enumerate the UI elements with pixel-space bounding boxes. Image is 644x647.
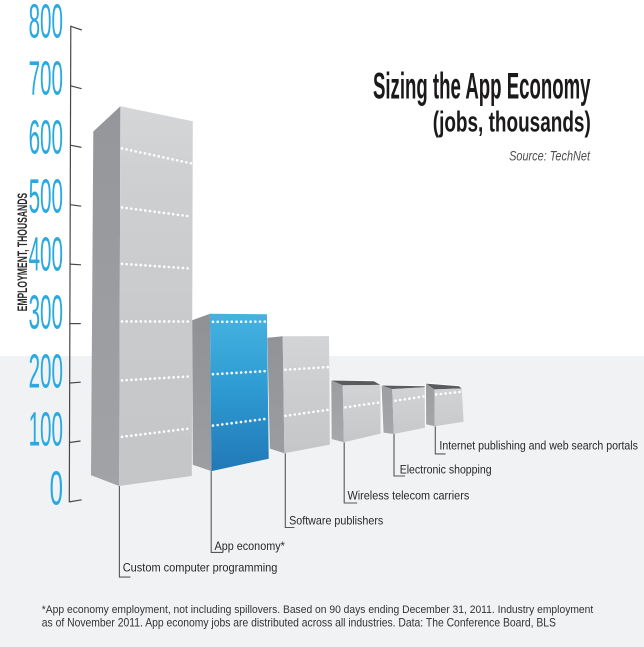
svg-text:*App economy employment, not i: *App economy employment, not including s… bbox=[42, 603, 593, 616]
svg-text:800: 800 bbox=[29, 0, 63, 48]
svg-text:Electronic shopping: Electronic shopping bbox=[400, 464, 492, 477]
svg-text:(jobs, thousands): (jobs, thousands) bbox=[433, 107, 591, 139]
svg-text:600: 600 bbox=[29, 111, 63, 164]
svg-text:Source: TechNet: Source: TechNet bbox=[509, 148, 590, 163]
svg-text:0: 0 bbox=[50, 463, 63, 516]
svg-text:300: 300 bbox=[29, 286, 63, 339]
svg-text:Custom computer programming: Custom computer programming bbox=[123, 562, 278, 574]
svg-text:700: 700 bbox=[29, 52, 63, 105]
svg-text:Sizing the App Economy: Sizing the App Economy bbox=[373, 67, 591, 107]
svg-text:Wireless telecom carriers: Wireless telecom carriers bbox=[348, 490, 470, 502]
svg-text:100: 100 bbox=[29, 403, 63, 456]
svg-text:EMPLOYMENT, THOUSANDS: EMPLOYMENT, THOUSANDS bbox=[15, 193, 31, 312]
svg-text:Software publishers: Software publishers bbox=[289, 515, 384, 528]
svg-text:200: 200 bbox=[29, 345, 63, 398]
svg-text:500: 500 bbox=[29, 170, 63, 223]
svg-text:400: 400 bbox=[29, 228, 63, 281]
svg-text:App economy*: App economy* bbox=[215, 540, 286, 553]
svg-text:Internet publishing and web se: Internet publishing and web search porta… bbox=[439, 440, 638, 453]
svg-text:as of November 2011. App econo: as of November 2011. App economy jobs ar… bbox=[42, 617, 556, 630]
